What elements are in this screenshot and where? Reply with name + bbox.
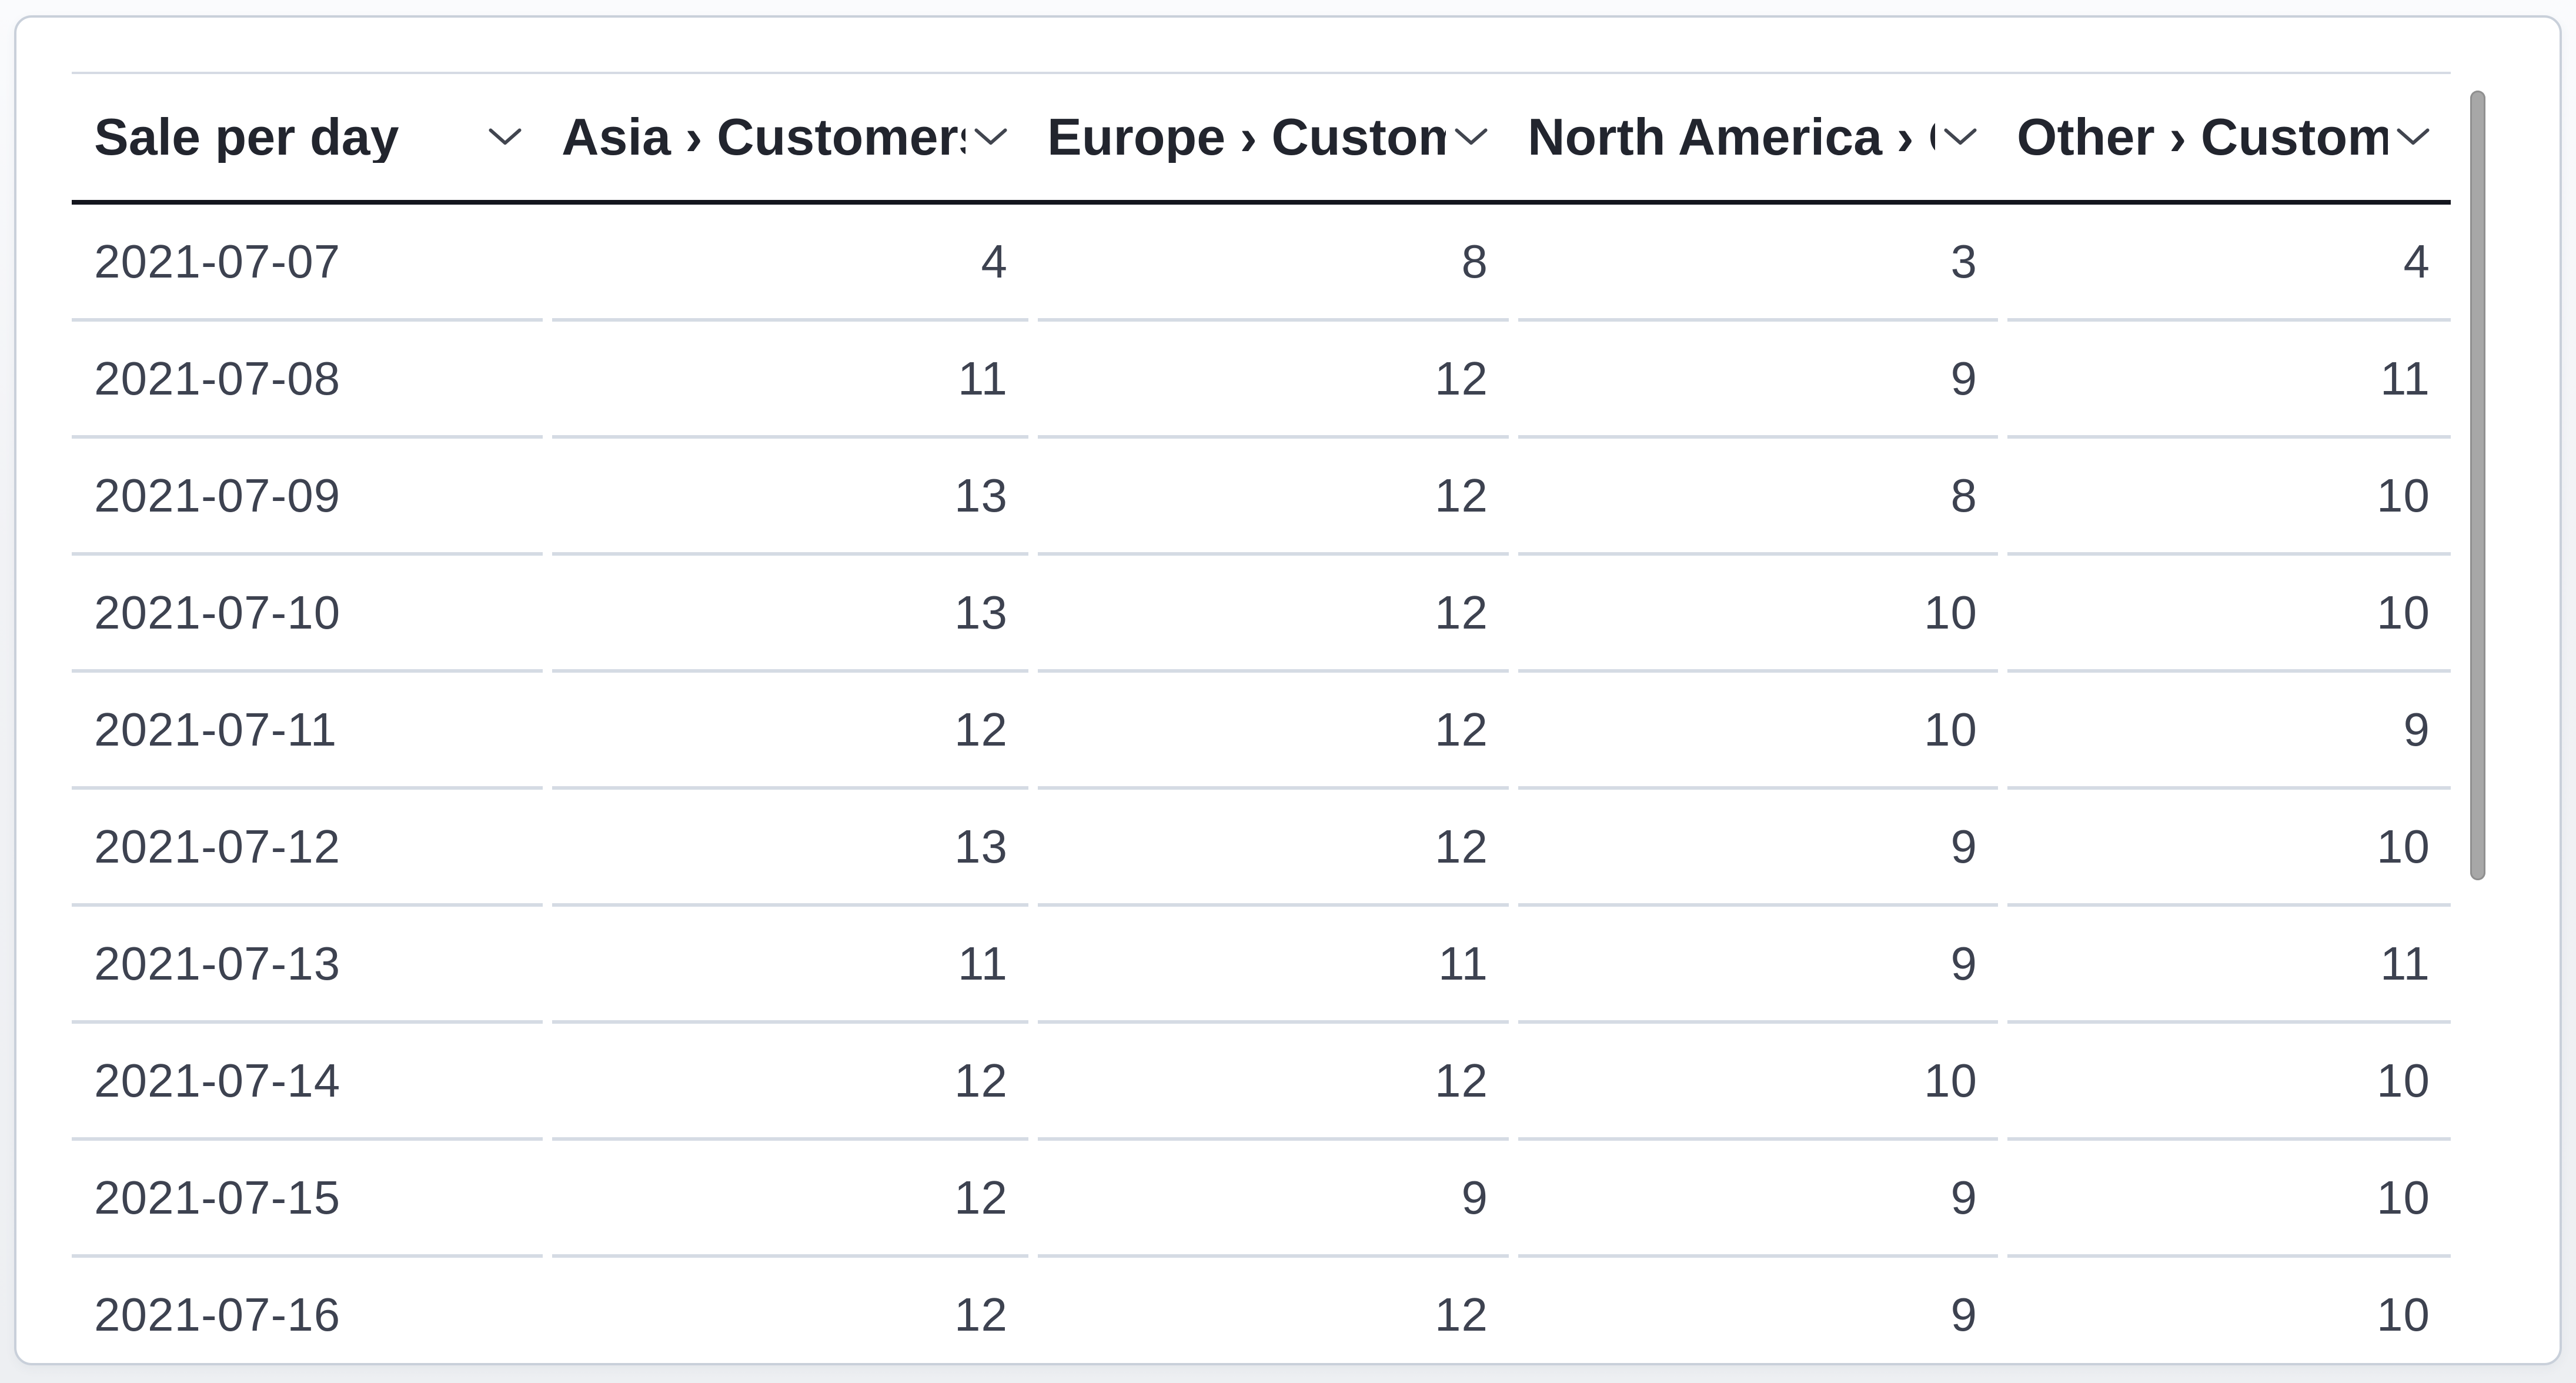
- value-cell: 11: [2007, 322, 2451, 439]
- value-cell: 12: [1038, 673, 1509, 790]
- column-header-label: Asia › Customers: [562, 111, 965, 163]
- table-row: 2021-07-11 12 12 10 9: [72, 673, 2451, 790]
- value-cell: 12: [552, 1024, 1028, 1141]
- value-cell: 9: [1038, 1141, 1509, 1258]
- column-header-label: Europe › Customers: [1047, 111, 1446, 163]
- table-row: 2021-07-08 11 12 9 11: [72, 322, 2451, 439]
- value-cell: 12: [1038, 790, 1509, 907]
- chevron-down-icon[interactable]: [974, 127, 1008, 147]
- value-cell: 10: [1518, 1024, 1998, 1141]
- value-cell: 12: [1038, 439, 1509, 556]
- value-cell: 13: [552, 439, 1028, 556]
- date-cell: 2021-07-14: [72, 1024, 543, 1141]
- table-row: 2021-07-10 13 12 10 10: [72, 556, 2451, 673]
- date-cell: 2021-07-07: [72, 205, 543, 322]
- table-row: 2021-07-14 12 12 10 10: [72, 1024, 2451, 1141]
- value-cell: 10: [1518, 556, 1998, 673]
- column-header-other-customers[interactable]: Other › Customers: [2007, 74, 2451, 200]
- value-cell: 13: [552, 790, 1028, 907]
- value-cell: 11: [552, 907, 1028, 1024]
- value-cell: 12: [552, 1141, 1028, 1258]
- column-header-label: North America › Customers: [1528, 111, 1935, 163]
- table-row: 2021-07-15 12 9 9 10: [72, 1141, 2451, 1258]
- table-header-row: Sale per day Asia › Customers Europe › C…: [72, 72, 2451, 205]
- value-cell: 12: [552, 1258, 1028, 1363]
- date-cell: 2021-07-12: [72, 790, 543, 907]
- value-cell: 10: [2007, 1258, 2451, 1363]
- value-cell: 11: [2007, 907, 2451, 1024]
- date-cell: 2021-07-10: [72, 556, 543, 673]
- vertical-scrollbar-thumb[interactable]: [2470, 91, 2485, 880]
- date-cell: 2021-07-11: [72, 673, 543, 790]
- column-header-north-america-customers[interactable]: North America › Customers: [1518, 74, 1998, 200]
- value-cell: 12: [1038, 322, 1509, 439]
- table-card: Sale per day Asia › Customers Europe › C…: [14, 15, 2562, 1365]
- value-cell: 9: [1518, 790, 1998, 907]
- value-cell: 12: [1038, 556, 1509, 673]
- value-cell: 4: [552, 205, 1028, 322]
- column-header-sale-per-day[interactable]: Sale per day: [72, 74, 543, 200]
- value-cell: 11: [1038, 907, 1509, 1024]
- value-cell: 13: [552, 556, 1028, 673]
- value-cell: 9: [1518, 322, 1998, 439]
- value-cell: 10: [2007, 1024, 2451, 1141]
- table-row: 2021-07-16 12 12 9 10: [72, 1258, 2451, 1363]
- value-cell: 10: [2007, 790, 2451, 907]
- date-cell: 2021-07-08: [72, 322, 543, 439]
- chevron-down-icon[interactable]: [2396, 127, 2430, 147]
- date-cell: 2021-07-09: [72, 439, 543, 556]
- value-cell: 10: [2007, 439, 2451, 556]
- value-cell: 10: [2007, 1141, 2451, 1258]
- value-cell: 12: [1038, 1258, 1509, 1363]
- table-body: 2021-07-07 4 8 3 4 2021-07-08 11 12 9 11…: [72, 205, 2451, 1363]
- sale-per-day-table: Sale per day Asia › Customers Europe › C…: [72, 72, 2451, 1363]
- value-cell: 9: [1518, 1258, 1998, 1363]
- date-cell: 2021-07-16: [72, 1258, 543, 1363]
- table-row: 2021-07-12 13 12 9 10: [72, 790, 2451, 907]
- chevron-down-icon[interactable]: [1454, 127, 1488, 147]
- value-cell: 9: [1518, 1141, 1998, 1258]
- column-header-label: Sale per day: [94, 111, 399, 163]
- chevron-down-icon[interactable]: [1943, 127, 1977, 147]
- date-cell: 2021-07-13: [72, 907, 543, 1024]
- column-header-europe-customers[interactable]: Europe › Customers: [1038, 74, 1509, 200]
- chevron-down-icon[interactable]: [488, 127, 522, 147]
- value-cell: 3: [1518, 205, 1998, 322]
- value-cell: 12: [1038, 1024, 1509, 1141]
- column-header-asia-customers[interactable]: Asia › Customers: [552, 74, 1028, 200]
- value-cell: 12: [552, 673, 1028, 790]
- value-cell: 9: [1518, 907, 1998, 1024]
- value-cell: 4: [2007, 205, 2451, 322]
- column-header-label: Other › Customers: [2017, 111, 2388, 163]
- value-cell: 11: [552, 322, 1028, 439]
- value-cell: 8: [1518, 439, 1998, 556]
- value-cell: 10: [1518, 673, 1998, 790]
- date-cell: 2021-07-15: [72, 1141, 543, 1258]
- value-cell: 9: [2007, 673, 2451, 790]
- value-cell: 10: [2007, 556, 2451, 673]
- value-cell: 8: [1038, 205, 1509, 322]
- table-row: 2021-07-07 4 8 3 4: [72, 205, 2451, 322]
- table-row: 2021-07-09 13 12 8 10: [72, 439, 2451, 556]
- table-row: 2021-07-13 11 11 9 11: [72, 907, 2451, 1024]
